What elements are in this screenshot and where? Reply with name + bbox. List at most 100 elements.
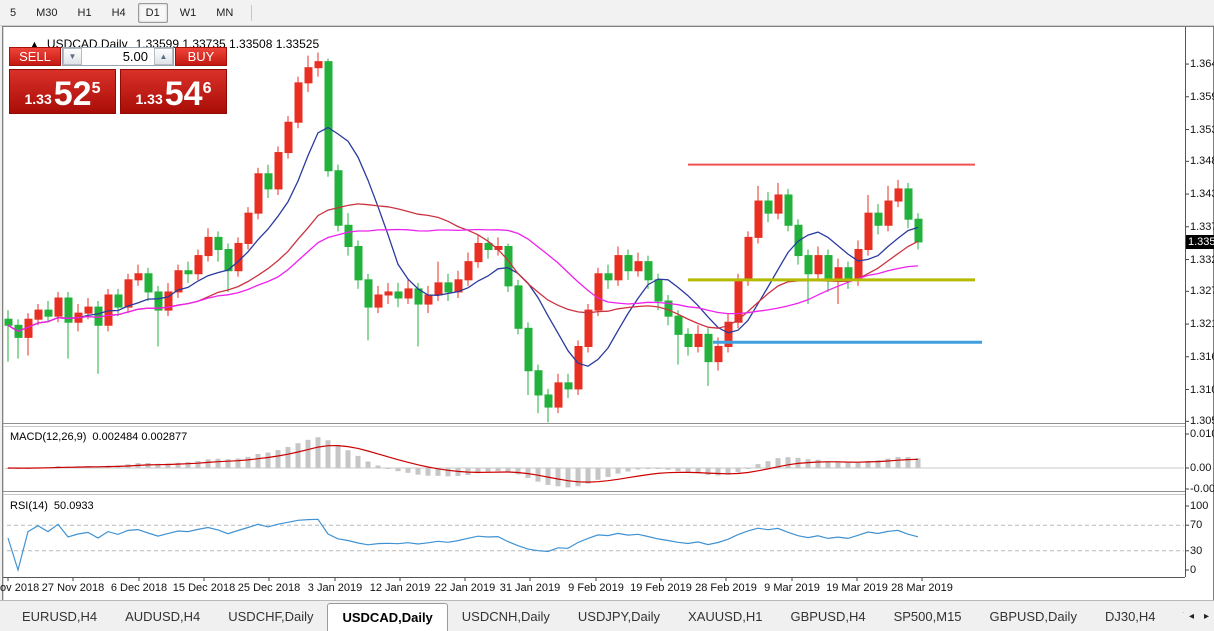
macd-bar [885,458,891,468]
macd-panel-header: MACD(12,26,9) 0.002484 0.002877 [10,431,187,443]
candle-body [34,309,43,320]
candle-body [384,291,393,296]
bid-price-box[interactable]: 1.33 52 5 [9,69,116,114]
timeframe-button-h1[interactable]: H1 [77,6,92,19]
chart-tab-bar: EURUSD,H4 AUDUSD,H4 USDCHF,Daily USDCAD,Dai… [0,600,1214,631]
macd-bar [735,468,741,473]
candle-body [854,249,863,281]
candle-body [264,173,273,190]
tab-gbpusd-h4[interactable]: GBPUSD,H4 [790,609,866,624]
timeframe-button-d1[interactable]: D1 [137,2,168,23]
volume-input[interactable]: 5.00 [122,49,148,64]
date-tick-label: 28 Mar 2019 [891,582,953,594]
candle-body [894,188,903,202]
candle-body [604,273,613,281]
candle-body [514,285,523,329]
tab-eurusd-h4[interactable]: EURUSD,H4 [22,609,98,624]
tab-audusd-h4[interactable]: AUDUSD,H4 [125,609,201,624]
slow-ma-line [7,228,919,333]
macd-bar [695,468,701,474]
macd-bar [345,450,351,468]
tab-usdcnh-daily[interactable]: USDCNH,Daily [461,609,550,624]
macd-bar [755,464,761,468]
macd-axis-label: 0.00 [1190,462,1212,474]
date-tick-label: 25 Dec 2018 [237,582,301,594]
macd-histogram [5,437,921,488]
rsi-line [7,518,919,573]
candle-body [714,345,723,363]
candle-body [804,255,813,275]
candle-body [354,245,363,281]
collapse-panel-icon[interactable]: ▲ [30,39,39,49]
ask-price-big: 54 [164,75,203,113]
date-tick-label: 12 Jan 2019 [369,582,431,594]
macd-bar [335,445,341,468]
timeframe-button-m30[interactable]: M30 [36,6,58,19]
tab-usdjpy-daily[interactable]: USDJPY,Daily [577,609,661,624]
sell-button[interactable]: SELL [9,47,61,66]
candle-body [864,212,873,251]
timeframe-button-5[interactable]: 5 [10,6,17,19]
ask-price-box[interactable]: 1.33 54 6 [120,69,227,114]
candle-body [694,333,703,347]
candle-body [564,382,573,390]
candle-body [544,394,553,408]
candle-body [344,224,353,247]
macd-bar [485,468,491,473]
candle-body [254,173,263,214]
chart-window [2,26,1214,601]
candle-body [44,309,53,317]
tab-scroll-right-button[interactable]: ▸ [1204,611,1210,622]
macd-bar [355,455,361,468]
volume-decrease-button[interactable]: ▼ [63,48,82,65]
timeframe-button-h4[interactable]: H4 [111,6,126,19]
candle-body [814,255,823,275]
tab-scroll-left-button[interactable]: ◂ [1189,611,1195,622]
macd-bar [495,468,501,472]
timeframe-toolbar: 5 M30 H1 H4 D1 W1 MN [0,0,1214,26]
timeframe-button-mn[interactable]: MN [216,6,234,19]
one-click-trade-panel: SELL ▼ 5.00 ▲ BUY 1.33 52 5 1.33 54 6 [9,47,227,114]
macd-bar [635,468,641,470]
tab-gbpusd-daily[interactable]: GBPUSD,Daily [989,609,1077,624]
candle-body [334,170,343,226]
tab-xauusd-h1[interactable]: XAUUSD,H1 [688,609,763,624]
toolbar-separator [251,4,253,21]
tab-sp500-m15[interactable]: SP500,M15 [893,609,962,624]
rsi-label: RSI(14) [10,500,48,512]
timeframe-button-w1[interactable]: W1 [179,6,197,19]
date-tick-label: 15 Dec 2018 [172,582,236,594]
tab-usdchf-daily[interactable]: USDCHF,Daily [228,609,314,624]
price-tick-label: 1.33775 [1190,220,1214,233]
macd-bar [405,468,411,473]
macd-axis-label: 0.010525 [1190,428,1214,440]
candle-body [214,236,223,251]
tab-dj30-h4[interactable]: DJ30,H4 [1104,609,1156,624]
macd-bar [895,456,901,468]
macd-bar [285,447,291,468]
candle-body [684,333,693,347]
rsi-value: 50.0933 [53,500,94,512]
price-tick-label: 1.34855 [1190,155,1214,168]
price-tick-label: 1.34315 [1190,188,1214,201]
macd-bar [565,468,571,488]
candle-body [394,291,403,299]
tab-usdcad-daily[interactable]: USDCAD,Daily [327,603,448,631]
macd-bar [175,462,181,468]
candle-body [904,188,913,220]
candle-body [844,267,853,281]
macd-bar [905,457,911,468]
price-tick-label: 1.31090 [1190,383,1214,396]
bid-price-sup: 5 [91,80,101,97]
macd-bar [615,468,621,474]
date-tick-label: 31 Jan 2019 [499,582,561,594]
macd-bar [325,440,331,468]
buy-button[interactable]: BUY [175,47,227,66]
volume-increase-button[interactable]: ▲ [154,48,173,65]
macd-bar [645,468,651,469]
candle-body [874,212,883,226]
macd-bar [385,468,391,469]
macd-bar [595,468,601,480]
tab-tech100-h1[interactable]: TECH100,H1 [1170,601,1185,631]
